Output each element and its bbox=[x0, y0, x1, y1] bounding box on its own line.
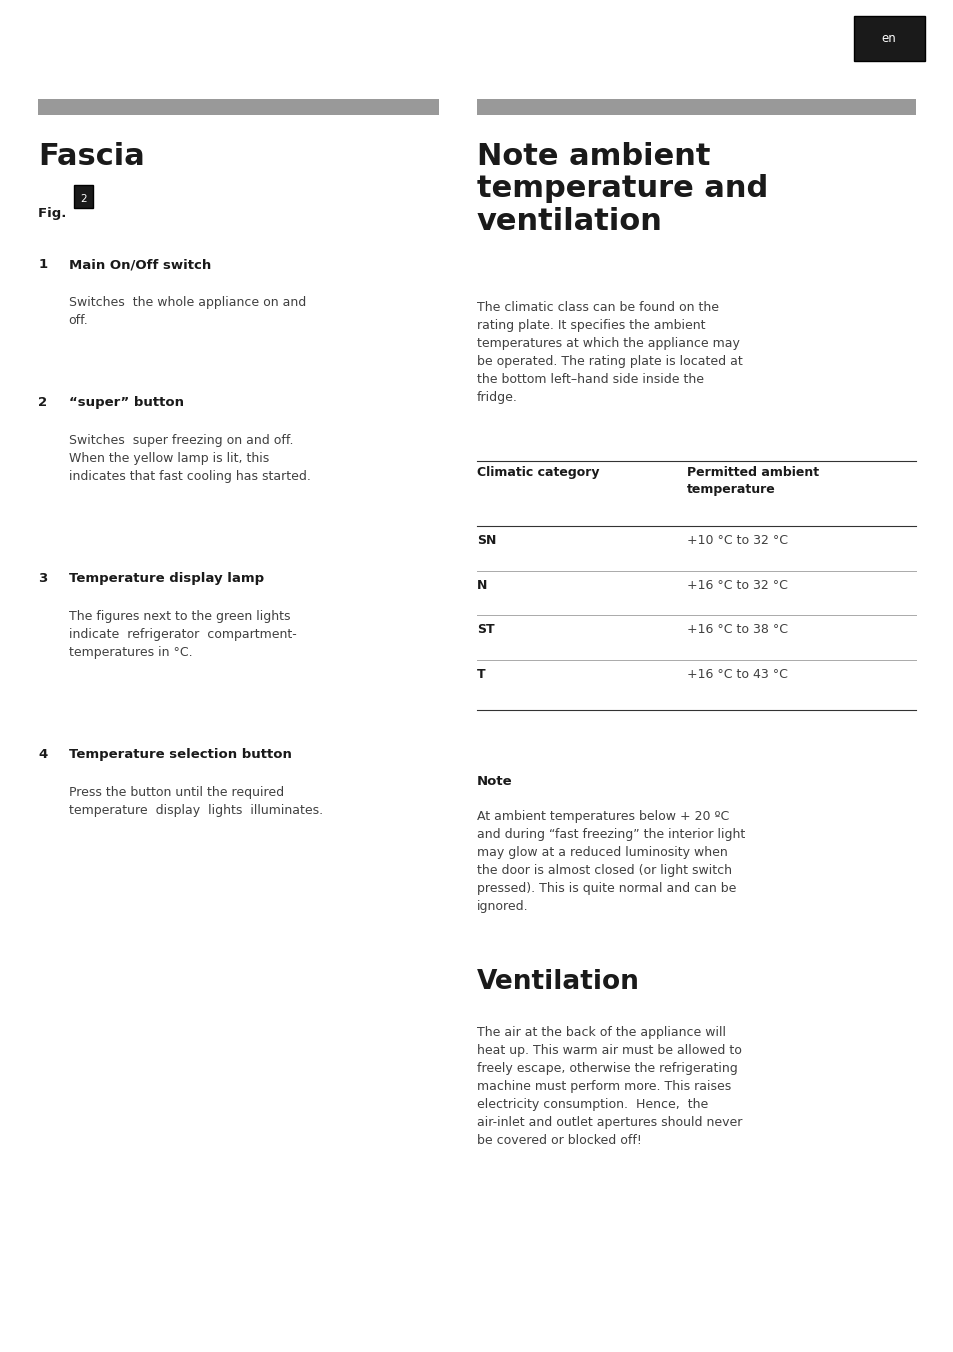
Text: +16 °C to 32 °C: +16 °C to 32 °C bbox=[686, 579, 787, 592]
Text: At ambient temperatures below + 20 ºC
and during “fast freezing” the interior li: At ambient temperatures below + 20 ºC an… bbox=[476, 810, 744, 913]
FancyBboxPatch shape bbox=[853, 16, 924, 61]
Text: “super” button: “super” button bbox=[69, 396, 184, 410]
Text: +10 °C to 32 °C: +10 °C to 32 °C bbox=[686, 534, 787, 548]
Text: 2: 2 bbox=[81, 193, 87, 204]
Text: Ventilation: Ventilation bbox=[476, 969, 639, 995]
Text: Permitted ambient
temperature: Permitted ambient temperature bbox=[686, 466, 818, 496]
Text: 2: 2 bbox=[38, 396, 48, 410]
Text: N: N bbox=[476, 579, 487, 592]
Text: 1: 1 bbox=[38, 258, 48, 272]
Text: The air at the back of the appliance will
heat up. This warm air must be allowed: The air at the back of the appliance wil… bbox=[476, 1026, 741, 1146]
Text: Fig.: Fig. bbox=[38, 207, 71, 220]
Bar bbox=[476, 99, 915, 115]
Text: The climatic class can be found on the
rating plate. It specifies the ambient
te: The climatic class can be found on the r… bbox=[476, 301, 742, 404]
Text: Main On/Off switch: Main On/Off switch bbox=[69, 258, 211, 272]
Text: +16 °C to 38 °C: +16 °C to 38 °C bbox=[686, 623, 787, 637]
Text: 4: 4 bbox=[38, 748, 48, 761]
Text: ST: ST bbox=[476, 623, 494, 637]
Text: Note ambient
temperature and
ventilation: Note ambient temperature and ventilation bbox=[476, 142, 767, 235]
FancyBboxPatch shape bbox=[74, 185, 93, 208]
Text: en: en bbox=[881, 32, 896, 45]
Text: The figures next to the green lights
indicate  refrigerator  compartment-
temper: The figures next to the green lights ind… bbox=[69, 610, 296, 658]
Text: Temperature display lamp: Temperature display lamp bbox=[69, 572, 264, 585]
Text: Switches  the whole appliance on and
off.: Switches the whole appliance on and off. bbox=[69, 296, 306, 327]
Text: Press the button until the required
temperature  display  lights  illuminates.: Press the button until the required temp… bbox=[69, 786, 322, 817]
Text: Fascia: Fascia bbox=[38, 142, 145, 170]
Text: 3: 3 bbox=[38, 572, 48, 585]
Text: T: T bbox=[476, 668, 485, 681]
Text: Note: Note bbox=[476, 775, 512, 788]
Text: Temperature selection button: Temperature selection button bbox=[69, 748, 292, 761]
Text: +16 °C to 43 °C: +16 °C to 43 °C bbox=[686, 668, 787, 681]
Text: Climatic category: Climatic category bbox=[476, 466, 598, 480]
Text: SN: SN bbox=[476, 534, 496, 548]
Text: Switches  super freezing on and off.
When the yellow lamp is lit, this
indicates: Switches super freezing on and off. When… bbox=[69, 434, 311, 483]
Bar bbox=[38, 99, 438, 115]
